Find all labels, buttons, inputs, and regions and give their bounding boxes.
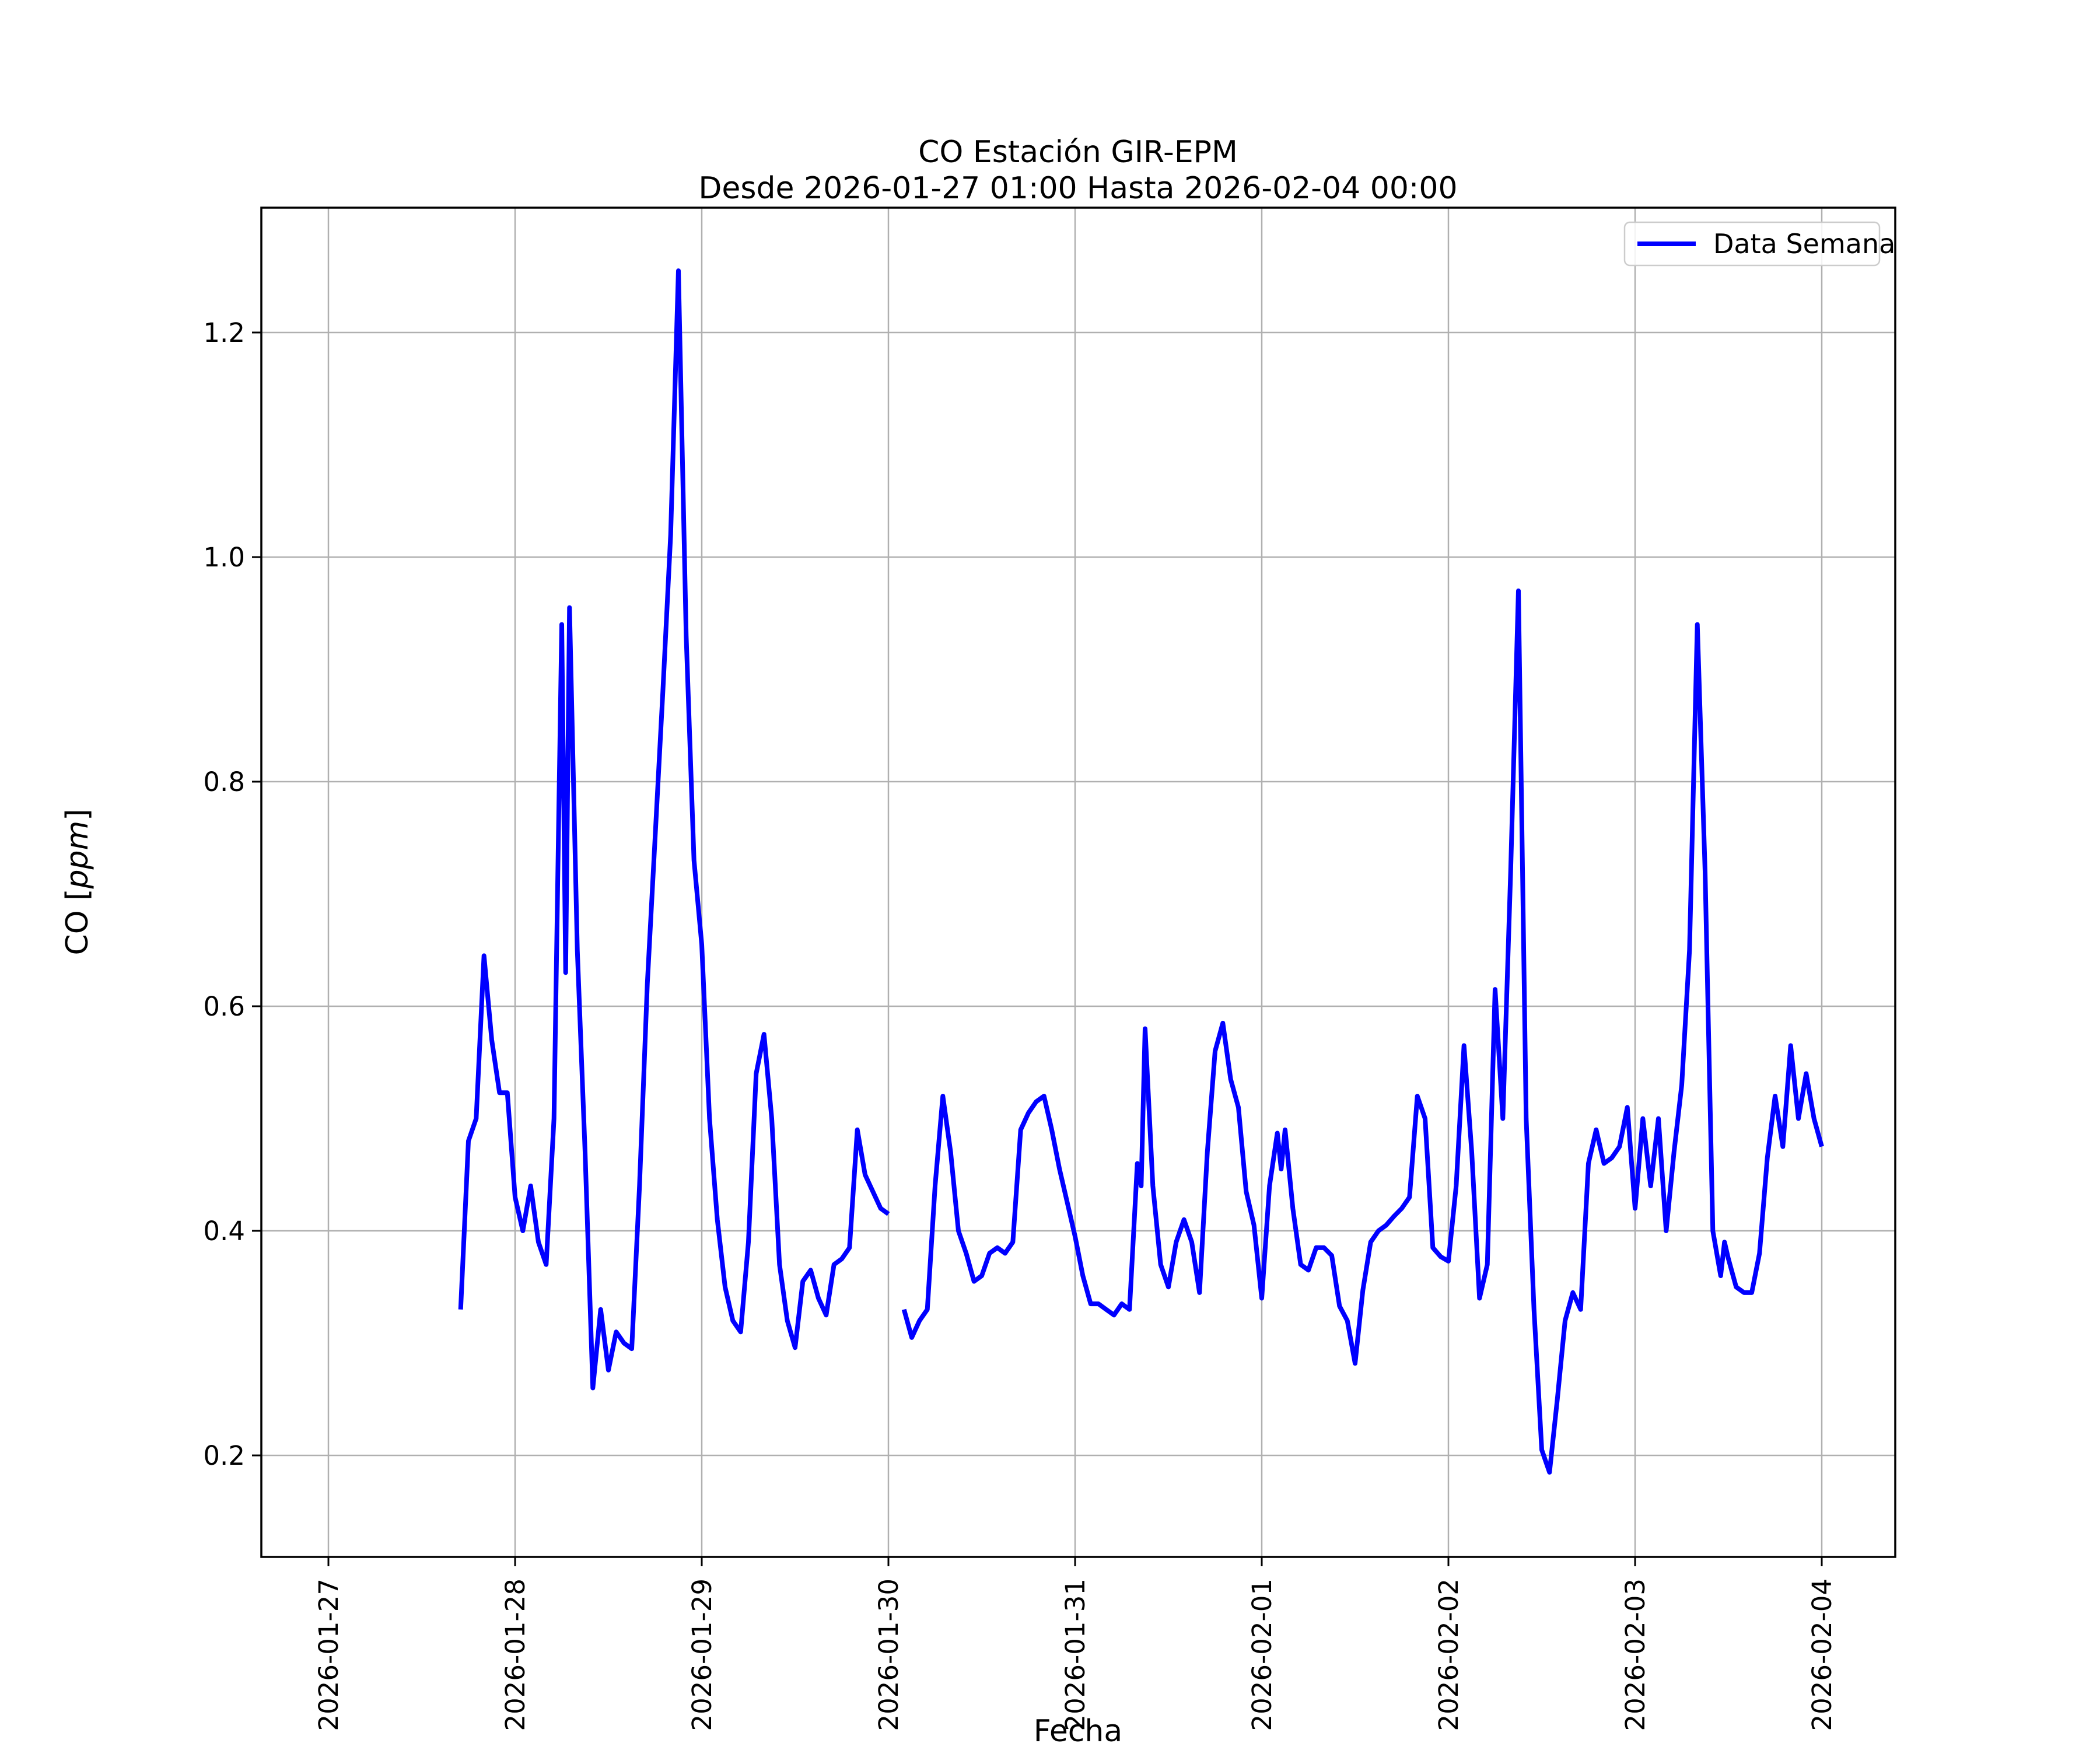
x-tick-label: 2026-01-30 (873, 1578, 904, 1731)
legend-box: Data Semana (1623, 221, 1895, 267)
y-tick-label: 1.0 (203, 542, 245, 573)
y-tick-label: 0.4 (203, 1216, 245, 1247)
chart-title-line2: Desde 2026-01-27 01:00 Hasta 2026-02-04 … (698, 171, 1457, 206)
y-tick-label: 0.2 (203, 1440, 245, 1471)
x-axis-label: Fecha (1034, 1714, 1122, 1749)
axis-ticks (252, 331, 1823, 1566)
y-tick-label: 1.2 (203, 317, 245, 348)
legend-label: Data Semana (1713, 228, 1895, 260)
plot-frame (260, 206, 1896, 1558)
x-tick-label: 2026-02-01 (1247, 1578, 1278, 1731)
x-tick-label: 2026-02-04 (1807, 1578, 1838, 1731)
x-tick-label: 2026-02-02 (1433, 1578, 1464, 1731)
x-tick-label: 2026-02-03 (1620, 1578, 1651, 1731)
data-series-layer (458, 268, 1824, 1475)
axis-tick-labels: 2026-01-27 2026-01-28 2026-01-29 2026-01-30… (203, 317, 1838, 1731)
legend-frame (1623, 221, 1881, 267)
chart-title-line1: CO Estación GIR-EPM (918, 135, 1238, 170)
y-tick-label: 0.6 (203, 991, 245, 1022)
y-axis-label: CO [ppm] (60, 808, 95, 955)
x-tick-label: 2026-01-28 (500, 1578, 531, 1731)
x-tick-label: 2026-01-27 (313, 1578, 344, 1731)
x-tick-label: 2026-01-29 (687, 1578, 718, 1731)
grid-lines (261, 208, 1895, 1557)
data-line-series (458, 268, 1824, 1475)
y-tick-label: 0.8 (203, 766, 245, 797)
x-tick-label: 2026-01-31 (1060, 1578, 1091, 1731)
